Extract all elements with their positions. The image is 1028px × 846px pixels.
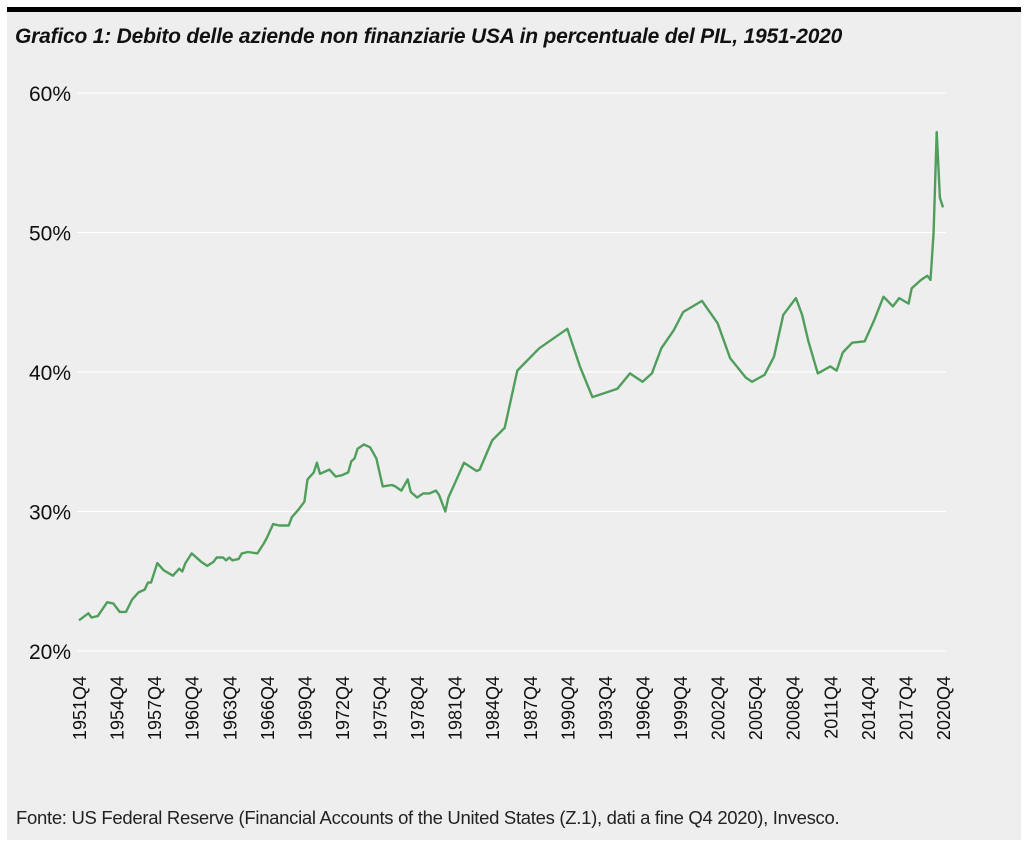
x-tick-label: 1960Q4 <box>183 676 203 740</box>
y-tick-label: 40% <box>29 362 71 385</box>
y-tick-label: 50% <box>29 223 71 246</box>
chart-source: Fonte: US Federal Reserve (Financial Acc… <box>16 807 840 828</box>
y-tick-label: 20% <box>29 641 71 664</box>
chart-title: Grafico 1: Debito delle aziende non fina… <box>15 25 843 48</box>
x-tick-label: 1978Q4 <box>408 676 428 740</box>
x-tick-label: 1987Q4 <box>521 676 541 740</box>
x-tick-label: 2014Q4 <box>859 676 879 740</box>
x-tick-label: 1996Q4 <box>633 676 653 740</box>
y-tick-label: 60% <box>29 83 71 106</box>
x-tick-label: 1969Q4 <box>295 676 315 740</box>
x-tick-label: 2011Q4 <box>821 676 841 739</box>
x-tick-label: 2002Q4 <box>709 676 729 740</box>
x-tick-label: 1993Q4 <box>596 676 616 740</box>
x-tick-label: 1999Q4 <box>671 676 691 740</box>
x-tick-label: 1972Q4 <box>333 676 353 740</box>
y-tick-label: 30% <box>29 502 71 525</box>
series-line <box>78 130 945 622</box>
x-tick-label: 2008Q4 <box>784 676 804 740</box>
x-tick-label: 1951Q4 <box>70 676 90 740</box>
x-tick-label: 2017Q4 <box>896 676 916 740</box>
x-tick-label: 1966Q4 <box>258 676 278 740</box>
chart-panel: Grafico 1: Debito delle aziende non fina… <box>7 7 1021 840</box>
x-tick-label: 1990Q4 <box>558 676 578 740</box>
x-tick-label: 1984Q4 <box>483 676 503 740</box>
x-tick-label: 1981Q4 <box>446 676 466 740</box>
x-tick-label: 2005Q4 <box>746 676 766 740</box>
x-tick-label: 1954Q4 <box>108 676 128 740</box>
x-tick-label: 1963Q4 <box>220 676 240 740</box>
x-tick-label: 2020Q4 <box>934 676 954 740</box>
x-tick-label: 1957Q4 <box>145 676 165 740</box>
x-tick-label: 1975Q4 <box>371 676 391 740</box>
